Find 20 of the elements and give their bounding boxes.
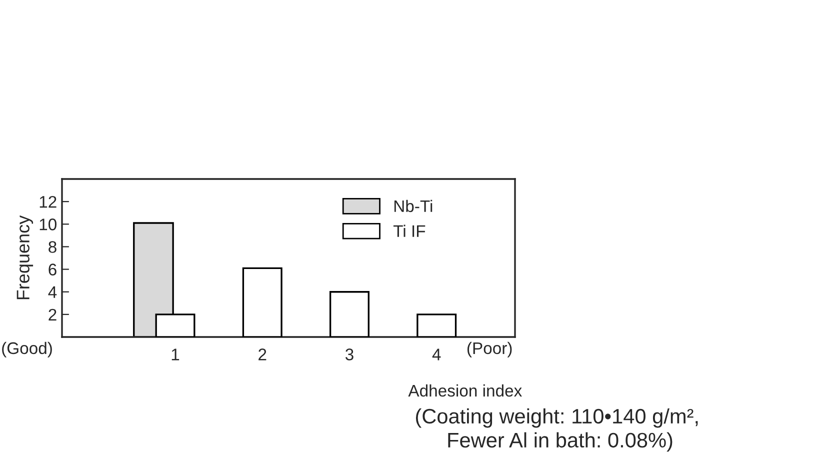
y-tick-label: 2 <box>48 308 56 320</box>
bar <box>329 291 370 337</box>
text: (Poor) <box>467 342 512 358</box>
y-tick-label: 4 <box>48 286 57 298</box>
y-tick-label: 12 <box>40 196 56 208</box>
bar <box>242 267 282 337</box>
x-tick-label: 4 <box>432 348 441 360</box>
legend-label: Nb-Ti <box>394 200 432 212</box>
y-tick-label: 6 <box>48 264 56 276</box>
text: (Good) <box>2 342 52 358</box>
x-tick-label: 1 <box>172 348 180 360</box>
x-tick-label: 3 <box>345 348 354 360</box>
legend-label: Ti IF <box>393 224 426 237</box>
bar <box>416 314 457 337</box>
x-axis-title: Adhesion index <box>408 384 522 397</box>
y-tick-label: 8 <box>48 241 56 253</box>
y-tick-label: 10 <box>40 218 56 230</box>
x-tick-label: 2 <box>258 348 266 360</box>
y-axis-title: Frequency <box>16 215 34 300</box>
text: (Coating weight: 110•140 g/m², Fewer Al in bath: 0.08%) <box>416 408 698 452</box>
